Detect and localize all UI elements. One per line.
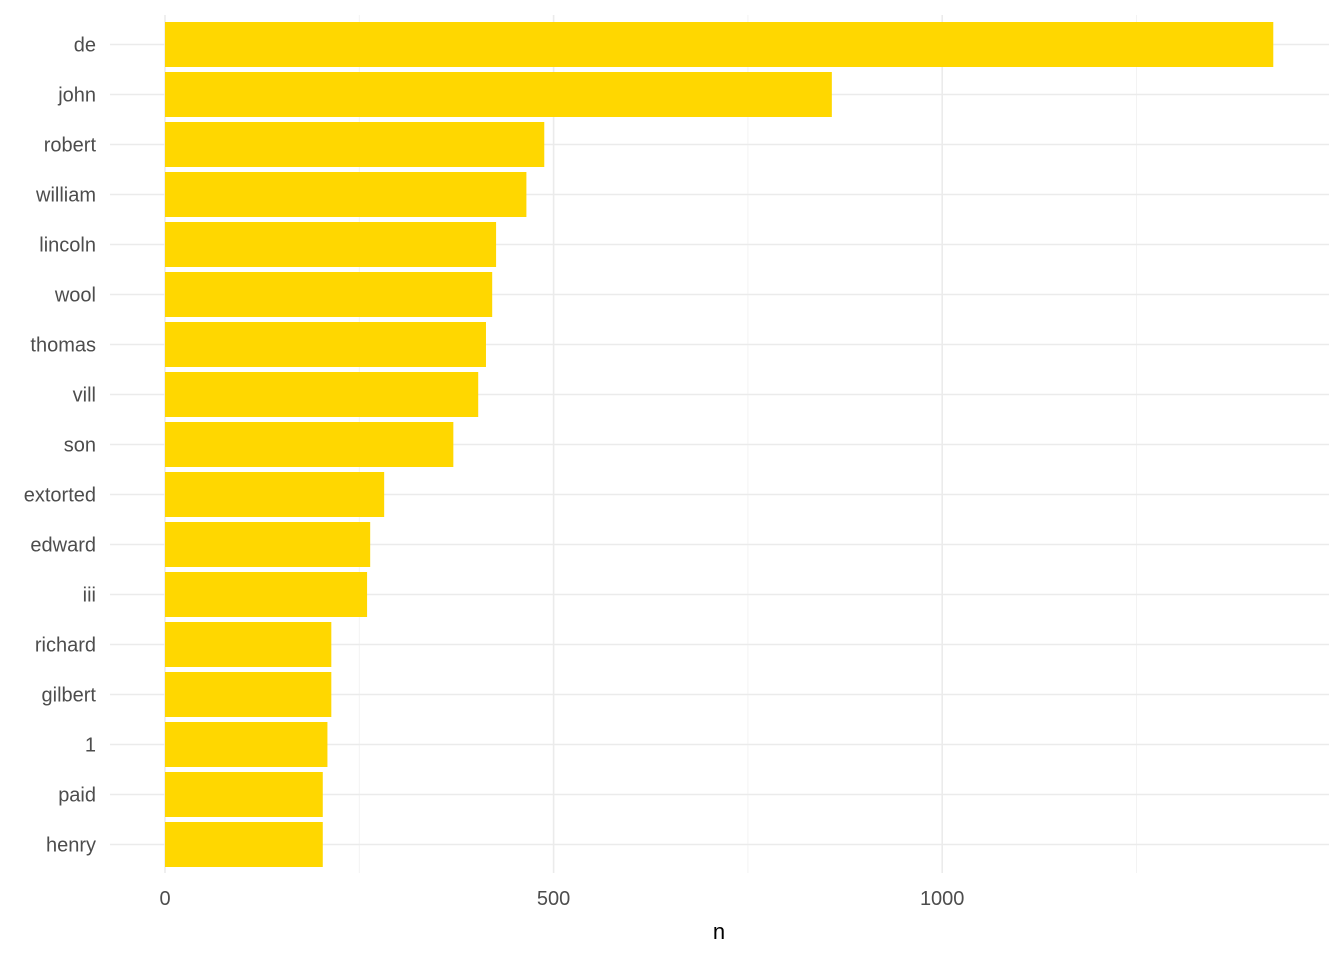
- y-tick-label: henry: [46, 835, 96, 857]
- y-tick-label: william: [35, 185, 96, 207]
- bar-john: [165, 72, 832, 117]
- bar-richard: [165, 622, 332, 667]
- y-tick-label: 1: [85, 735, 96, 757]
- y-tick-label: lincoln: [39, 235, 96, 257]
- bar-extorted: [165, 472, 385, 517]
- x-tick-label: 500: [537, 888, 570, 910]
- x-tick-label: 1000: [920, 888, 965, 910]
- bar-wool: [165, 272, 493, 317]
- bar-1: [165, 722, 328, 767]
- y-tick-label: de: [74, 35, 96, 57]
- bar-de: [165, 22, 1274, 67]
- bar-henry: [165, 822, 323, 867]
- y-tick-label: robert: [44, 135, 97, 157]
- bar-paid: [165, 772, 323, 817]
- bar-iii: [165, 572, 368, 617]
- bar-edward: [165, 522, 371, 567]
- x-tick-label: 0: [159, 888, 170, 910]
- bar-robert: [165, 122, 545, 167]
- bar-vill: [165, 372, 479, 417]
- y-tick-label: iii: [83, 585, 96, 607]
- bar-son: [165, 422, 454, 467]
- bar-lincoln: [165, 222, 497, 267]
- y-axis-ticks: de john robert william lincoln wool thomas vill…: [24, 35, 97, 857]
- bar-gilbert: [165, 672, 332, 717]
- x-axis-ticks: 0 500 1000: [159, 888, 964, 910]
- y-tick-label: son: [64, 435, 96, 457]
- y-tick-label: john: [57, 85, 96, 107]
- bar-william: [165, 172, 527, 217]
- y-tick-label: edward: [30, 535, 96, 557]
- y-tick-label: paid: [58, 785, 96, 807]
- y-tick-label: vill: [73, 385, 96, 407]
- y-tick-label: richard: [35, 635, 96, 657]
- y-tick-label: thomas: [30, 335, 96, 357]
- y-tick-label: wool: [54, 285, 96, 307]
- bar-layer: [165, 22, 1274, 867]
- x-axis-title: n: [713, 919, 725, 944]
- bar-thomas: [165, 322, 486, 367]
- y-tick-label: gilbert: [42, 685, 97, 707]
- y-tick-label: extorted: [24, 485, 96, 507]
